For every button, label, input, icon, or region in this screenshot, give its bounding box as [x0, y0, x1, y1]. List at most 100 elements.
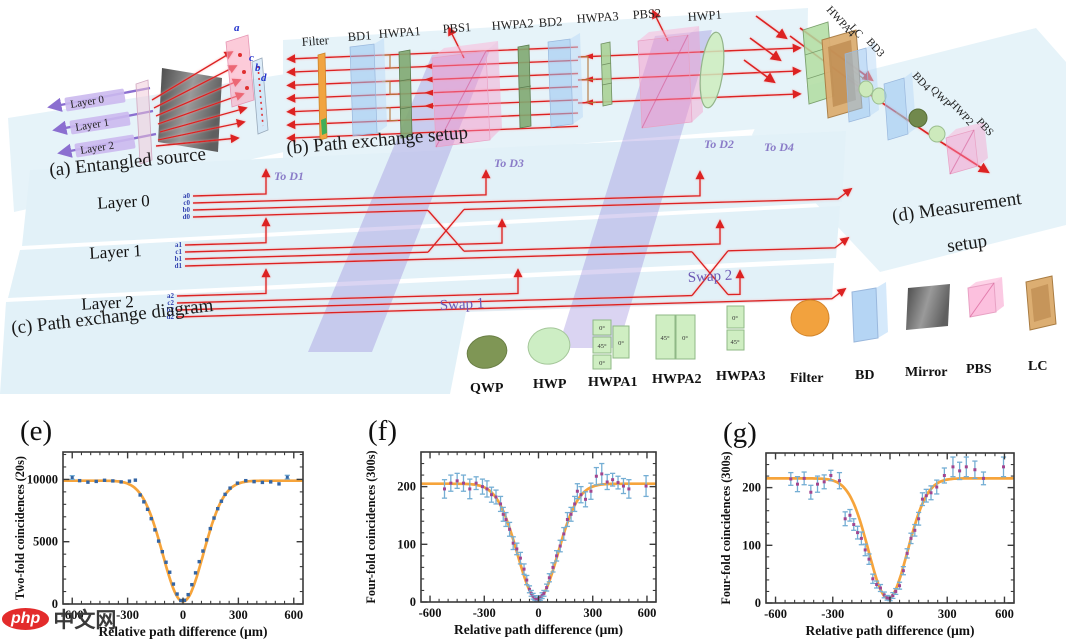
port-a2: a2 — [167, 292, 175, 300]
port-b-label: b — [255, 62, 261, 74]
chart-f: -600 -300 0 300 600 0 100 200 Relative path diff… — [355, 400, 710, 640]
port-b2: b2 — [167, 306, 175, 314]
watermark-site-text: 中文网 — [53, 609, 117, 632]
ribbon-layer2 — [74, 134, 136, 158]
plot-frame — [420, 451, 657, 603]
port-b1: b1 — [175, 255, 183, 263]
svg-text:0: 0 — [410, 595, 416, 609]
svg-text:100: 100 — [742, 538, 761, 552]
hwp-small-1 — [858, 80, 874, 98]
layer1-ribbon-label: Layer 1 — [75, 117, 110, 134]
legend-filter-label: Filter — [790, 371, 823, 386]
php-logo: php — [2, 608, 50, 630]
legend-pbs-top — [968, 277, 1002, 288]
setup-b-elements — [317, 26, 725, 148]
route-to-d4: To D4 — [764, 140, 794, 154]
legend-qwp-icon — [466, 335, 508, 369]
ribbon-layer0 — [64, 88, 126, 112]
svg-text:0: 0 — [755, 596, 761, 610]
legend-hwp-icon — [527, 327, 571, 365]
fit-curve — [421, 482, 656, 601]
svg-text:-300: -300 — [473, 606, 496, 620]
plot-(g): -600 -300 0 300 600 0 100 200 Relative path diff… — [719, 417, 1015, 638]
tick-labels: -600 -300 0 300 600 0 100 200 — [742, 481, 1014, 621]
svg-text:100: 100 — [397, 537, 416, 551]
pbs2-label: PBS2 — [632, 6, 661, 22]
layer1-label: Layer 1 — [89, 241, 142, 263]
bd2-side — [570, 33, 583, 124]
source-plate — [135, 79, 153, 165]
y-axis-label: Four-fold coincidences (300s) — [364, 450, 378, 603]
pbs1-top — [432, 41, 498, 58]
panel-letter: (e) — [20, 415, 52, 447]
bd2-label: BD2 — [538, 14, 563, 30]
legend-hwpa2-cell0: 45° — [660, 335, 670, 342]
svg-text:0: 0 — [52, 597, 58, 611]
legend-hwpa3-label: HWPA3 — [716, 369, 766, 384]
pbs2-top — [638, 26, 699, 41]
svg-text:-600: -600 — [61, 608, 84, 622]
swap2-band — [558, 30, 712, 348]
bd1-label: BD1 — [347, 28, 372, 44]
pbs2-side — [688, 26, 703, 122]
mode-a-dots — [238, 53, 249, 90]
plot-(f): -600 -300 0 300 600 0 100 200 Relative path diff… — [364, 415, 657, 637]
port-c1: c1 — [175, 248, 182, 256]
hwpa1-label: HWPA1 — [378, 24, 421, 41]
hwpa3-element — [600, 41, 613, 107]
plot-(e): -600 -300 0 300 600 0 5000 10000 Relative path d… — [13, 415, 304, 639]
svg-text:200: 200 — [742, 481, 761, 495]
legend-hwpa3-cell1: 45° — [730, 339, 740, 346]
legend-qwp-label: QWP — [470, 381, 504, 396]
panel-letter: (g) — [723, 417, 757, 449]
svg-text:600: 600 — [284, 608, 303, 622]
y-axis-label: Four-fold coincidences (300s) — [719, 451, 733, 604]
axis-ticks — [420, 451, 657, 603]
svg-text:-300: -300 — [116, 608, 139, 622]
x-axis-label: Relative path difference (μm) — [806, 623, 975, 638]
svg-text:10000: 10000 — [27, 472, 58, 486]
legend-bd-icon — [851, 287, 879, 343]
plot-frame — [765, 452, 1015, 604]
legend-hwpa2-icon — [655, 314, 696, 360]
legend-hwpa3-cell0: 0° — [732, 315, 738, 322]
pbs-d-side — [974, 122, 988, 166]
bd2-element — [547, 38, 574, 128]
section-d-label-line2: setup — [946, 231, 989, 257]
tick-labels: -600 -300 0 300 600 0 100 200 — [397, 480, 656, 620]
layer2-ribbon-label: Layer 2 — [80, 140, 115, 157]
legend-lc-inner — [1031, 284, 1051, 322]
legend-hwpa3-icon — [726, 305, 745, 351]
bd1-element — [349, 43, 378, 137]
port-d0: d0 — [183, 213, 191, 221]
svg-text:300: 300 — [938, 607, 957, 621]
route-to-d3: To D3 — [494, 156, 524, 170]
port-b0: b0 — [183, 206, 191, 214]
svg-text:600: 600 — [995, 607, 1014, 621]
route-to-d2: To D2 — [704, 137, 734, 151]
panel-letter: (f) — [368, 415, 397, 447]
bd-displacement-jogs — [381, 54, 597, 122]
legend-pbs-side — [994, 277, 1004, 312]
svg-text:-600: -600 — [764, 607, 787, 621]
floor-c-strip0 — [22, 131, 846, 246]
plot-frame — [62, 451, 304, 605]
bd3-element — [844, 47, 871, 123]
svg-text:300: 300 — [229, 608, 248, 622]
tick-labels: -600 -300 0 300 600 0 5000 10000 — [27, 472, 303, 622]
y-axis-label: Two-fold coincidences (20s) — [13, 456, 27, 600]
hwp1-element — [699, 31, 725, 109]
fit-curve — [766, 477, 1014, 600]
svg-text:0: 0 — [535, 606, 541, 620]
hwp2-element — [928, 125, 946, 143]
x-axis-label: Relative path difference (μm) — [99, 624, 268, 639]
data-points — [69, 474, 290, 603]
data-points — [441, 462, 649, 602]
filter-label: Filter — [301, 33, 330, 49]
legend-hwpa1-cell0: 0° — [599, 325, 605, 332]
svg-text:600: 600 — [638, 606, 657, 620]
pbs1-side — [486, 41, 502, 140]
bd4-element — [883, 77, 909, 141]
modes-cbd-dashes — [257, 65, 264, 127]
svg-text:0: 0 — [887, 607, 893, 621]
